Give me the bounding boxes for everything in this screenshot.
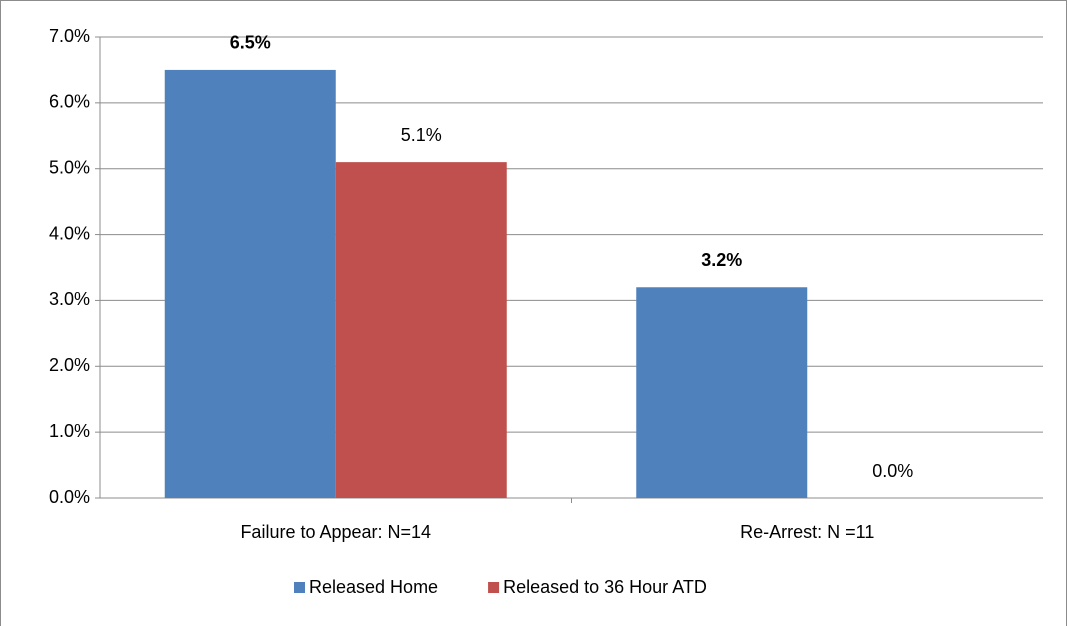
legend-swatch: [488, 582, 500, 593]
y-tick-label: 2.0%: [49, 355, 90, 375]
legend-swatch: [294, 582, 305, 593]
data-label: 6.5%: [230, 33, 271, 53]
bar: [164, 69, 336, 498]
y-tick-label: 4.0%: [49, 223, 90, 243]
y-tick-label: 6.0%: [49, 92, 90, 112]
y-tick-label: 3.0%: [49, 289, 90, 309]
data-label: 3.2%: [701, 250, 742, 270]
x-tick-label: Re-Arrest: N =11: [740, 522, 874, 542]
y-tick-label: 7.0%: [49, 26, 90, 46]
data-label: 5.1%: [401, 125, 442, 145]
legend-label: Released Home: [309, 577, 438, 597]
y-tick-label: 1.0%: [49, 421, 90, 441]
data-label: 0.0%: [872, 461, 913, 481]
y-tick-label: 0.0%: [49, 487, 90, 507]
legend-label: Released to 36 Hour ATD: [503, 577, 707, 597]
bar: [335, 162, 507, 498]
x-tick-label: Failure to Appear: N=14: [240, 522, 431, 542]
y-tick-label: 5.0%: [49, 157, 90, 177]
bar: [636, 287, 808, 498]
